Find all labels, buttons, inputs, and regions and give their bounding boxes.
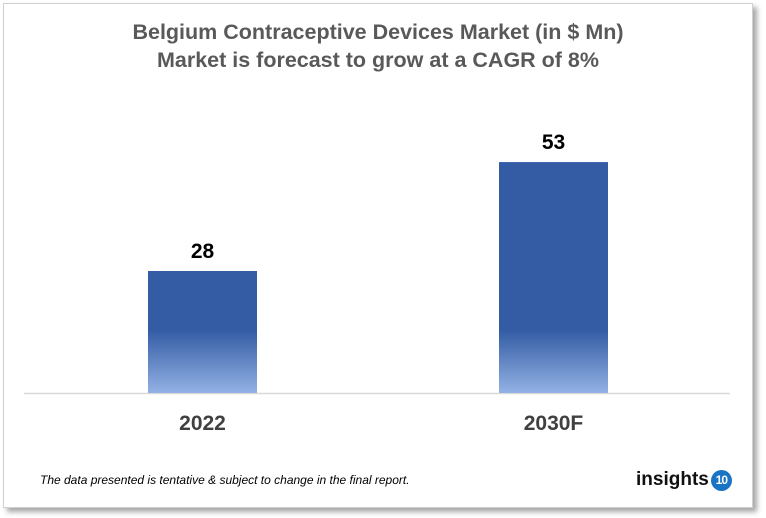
chart-title: Belgium Contraceptive Devices Market (in… [132, 20, 624, 44]
data-label-2030F: 53 [542, 131, 565, 154]
bar-2022 [148, 271, 257, 393]
data-label-2022: 28 [191, 240, 215, 263]
logo-badge: 10 [710, 469, 732, 491]
logo-text: insights [636, 469, 709, 490]
disclaimer-note: The data presented is tentative & subjec… [40, 473, 410, 487]
bar-2030F [499, 162, 608, 393]
chart-frame [3, 3, 753, 508]
x-tick-label-2030F: 2030F [524, 412, 584, 435]
chart-subtitle: Market is forecast to grow at a CAGR of … [156, 48, 600, 72]
chart-title-block: Belgium Contraceptive Devices Market (in… [0, 18, 756, 74]
insights10-logo: insights 10 [636, 469, 732, 491]
x-tick-label-2022: 2022 [179, 412, 226, 435]
